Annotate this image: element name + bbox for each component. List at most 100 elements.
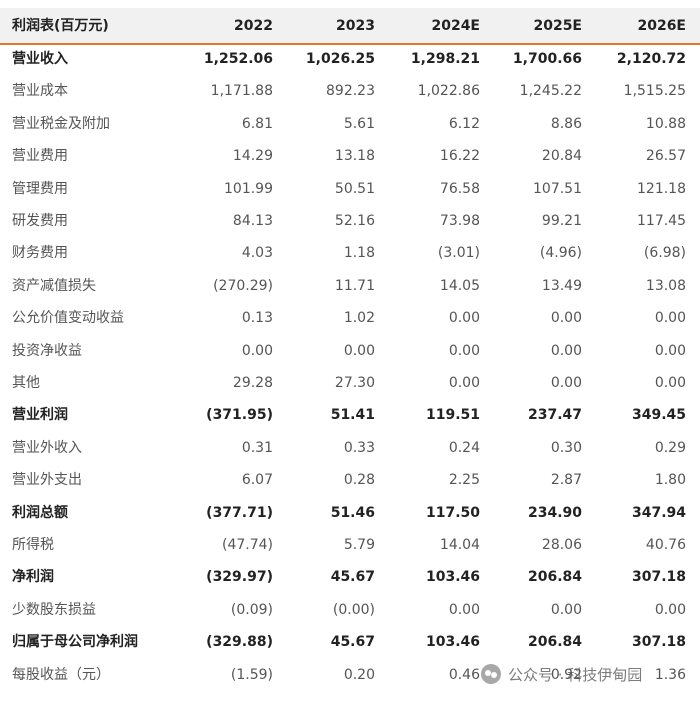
cell-value: 1,700.66 [512,51,582,67]
cell-value: 99.21 [541,213,582,229]
row-label: 营业税金及附加 [12,115,110,132]
cell-value: 14.29 [232,148,273,165]
cell-value: 0.29 [654,439,686,456]
header-cell: 2023 [336,18,375,34]
watermark-icon [481,664,501,684]
cell-value: 0.31 [241,439,273,456]
cell-value: 347.94 [631,504,686,521]
row-label: 利润总额 [12,504,68,521]
header-cell: 2026E [637,18,686,34]
cell-value: 0.46 [448,666,480,683]
cell-value: 51.46 [330,504,375,521]
watermark: 公众号 · 科技伊甸园 [480,663,642,685]
cell-value: 1,026.25 [305,51,375,67]
cell-value: 349.45 [631,407,686,424]
cell-value: (47.74) [221,537,273,553]
cell-value: 0.00 [448,601,480,618]
cell-value: 101.99 [224,180,273,197]
row-label: 营业成本 [12,83,68,100]
cell-value: 103.46 [425,569,480,586]
cell-value: 8.86 [550,115,582,132]
header-cell: 利润表(百万元) [12,18,109,34]
cell-value: 103.46 [425,634,480,651]
cell-value: 84.13 [232,213,273,229]
cell-value: 1.18 [343,245,375,262]
cell-value: 0.00 [654,601,686,618]
cell-value: 117.50 [425,504,480,521]
row-label: 营业利润 [12,407,68,424]
cell-value: 307.18 [631,634,686,651]
row-label: 净利润 [12,569,54,586]
cell-value: 14.05 [439,277,480,294]
cell-value: 107.51 [533,180,582,197]
cell-value: 206.84 [527,634,582,651]
cell-value: 0.00 [550,601,582,618]
cell-value: 121.18 [637,180,686,197]
row-label: 投资净收益 [12,342,82,359]
cell-value: 1,245.22 [519,83,582,100]
cell-value: 20.84 [541,148,582,165]
cell-value: 0.24 [448,439,480,456]
cell-value: (329.97) [206,569,273,586]
cell-value: 6.07 [241,472,273,489]
cell-value: 0.92 [550,666,582,683]
cell-value: 2,120.72 [616,51,686,67]
cell-value: 13.49 [541,277,582,294]
cell-value: 1,171.88 [210,83,273,100]
cell-value: 0.00 [241,342,273,359]
cell-value: 892.23 [326,83,375,100]
cell-value: 0.00 [550,342,582,359]
header-cell: 2022 [234,18,273,34]
cell-value: (0.09) [230,601,273,618]
row-label: 归属于母公司净利润 [12,634,138,651]
cell-value: 0.00 [550,375,582,391]
cell-value: (377.71) [206,504,273,521]
cell-value: 0.33 [343,439,375,456]
cell-value: 45.67 [330,569,375,586]
cell-value: 27.30 [334,375,375,391]
cell-value: 0.28 [343,472,375,489]
cell-value: 0.00 [448,342,480,359]
cell-value: 13.18 [334,148,375,165]
cell-value: 0.20 [343,666,375,683]
cell-value: 1.36 [654,666,686,683]
cell-value: (6.98) [643,245,686,262]
cell-value: 117.45 [637,213,686,229]
header-cell: 2025E [533,18,582,34]
cell-value: 1,298.21 [410,51,480,67]
cell-value: 5.61 [343,115,375,132]
cell-value: 11.71 [334,277,375,294]
cell-value: 6.81 [241,115,273,132]
cell-value: 307.18 [631,569,686,586]
cell-value: 1,022.86 [417,83,480,100]
cell-value: 0.00 [654,375,686,391]
watermark-text: 公众号 · 科技伊甸园 [508,665,643,684]
cell-value: 40.76 [645,537,686,553]
row-label: 公允价值变动收益 [12,310,124,327]
cell-value: 50.51 [334,180,375,197]
cell-value: 1.02 [343,310,375,327]
cell-value: (1.59) [230,666,273,683]
row-label: 财务费用 [12,245,68,262]
cell-value: 29.28 [232,375,273,391]
cell-value: 14.04 [439,537,480,553]
cell-value: 0.00 [448,310,480,327]
cell-value: 4.03 [241,245,273,262]
cell-value: 0.00 [550,310,582,327]
cell-value: (3.01) [437,245,480,262]
cell-value: 1,515.25 [623,83,686,100]
row-label: 管理费用 [12,180,68,197]
cell-value: 2.25 [448,472,480,489]
row-label: 营业收入 [12,51,68,67]
row-label: 研发费用 [12,213,68,229]
cell-value: 0.00 [654,342,686,359]
cell-value: 0.13 [241,310,273,327]
row-label: 资产减值损失 [12,277,96,294]
cell-value: 6.12 [448,115,480,132]
row-label: 所得税 [12,537,54,553]
cell-value: (270.29) [213,277,273,294]
cell-value: 13.08 [645,277,686,294]
cell-value: 5.79 [343,537,375,553]
cell-value: (4.96) [539,245,582,262]
cell-value: 206.84 [527,569,582,586]
